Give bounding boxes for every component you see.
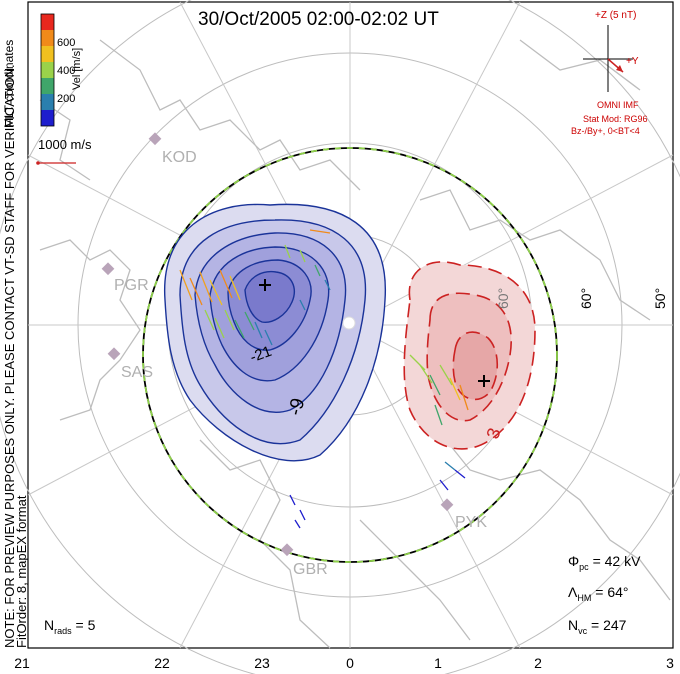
fit-order-note: FitOrder: 8, mapEX format [14,495,29,648]
velocity-vectors [179,229,469,529]
coastlines [39,39,671,649]
station-kod: KOD [162,149,197,166]
mlt-tick-0: 0 [346,655,354,671]
colorbar-tick-400: 400 [57,65,76,77]
hm-boundary-dash [142,147,558,563]
imf-z-label: +Z (5 nT) [595,10,637,21]
radar-count: Nrads = 5 [44,617,96,636]
colorbar-label: Vel [m/s] [71,47,83,90]
scale-label: 1000 m/s [38,137,92,152]
mlt-tick-2: 2 [534,655,542,671]
vector-count: Nvc = 247 [568,617,627,636]
imf-stat-mod: Stat Mod: RG96 [583,114,648,124]
mlt-tick-22: 22 [154,655,170,671]
imf-y-label: +Y [626,56,639,67]
station-gbr: GBR [293,561,328,578]
colorbar [40,13,55,127]
lat-label-60: 60° [578,287,594,309]
station-pgr: PGR [114,277,149,294]
dusk-convection-cell [164,203,386,462]
cross-polar-potential: Φpc = 42 kV [568,553,641,572]
station-pyk: PYK [455,514,488,531]
imf-dial [583,25,633,92]
imf-condition: Bz-/By+, 0<BT<4 [571,126,640,136]
mlt-tick-3: 3 [666,655,674,671]
imf-source: OMNI IMF [597,100,639,110]
mlt-tick-23: 23 [254,655,270,671]
lat-label-50: 50° [652,287,668,309]
lat-label-inner: 60° [495,287,511,309]
dawn-convection-cell [403,261,536,450]
hm-boundary-latitude: ΛHM = 64° [568,584,629,603]
mlt-tick-21: 21 [14,655,30,671]
colorbar-tick-200: 200 [57,93,76,105]
mlt-tick-1: 1 [434,655,442,671]
plot-title: 30/Oct/2005 02:00-02:02 UT [198,9,439,30]
colorbar-tick-600: 600 [57,37,76,49]
station-sas: SAS [121,364,154,381]
